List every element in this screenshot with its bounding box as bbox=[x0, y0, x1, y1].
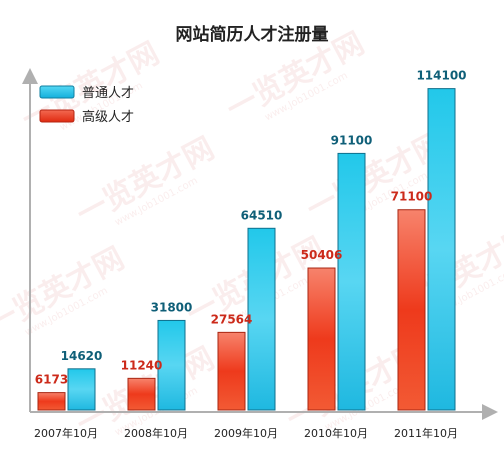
legend-swatch bbox=[39, 85, 75, 99]
bar bbox=[337, 152, 366, 411]
x-tick-label: 2010年10月 bbox=[304, 426, 368, 440]
x-tick-labels: 2007年10月 2008年10月 2009年10月 2010年10月 2011年10月 bbox=[34, 426, 458, 440]
legend-label: 普通人才 bbox=[82, 86, 134, 101]
data-label: 31800 bbox=[151, 300, 193, 314]
bar bbox=[127, 377, 156, 411]
value-labels: 6173 14620 11240 31800 27564 64510 50406 91100 7… bbox=[35, 69, 467, 387]
x-tick-label: 2008年10月 bbox=[124, 426, 188, 440]
data-label: 64510 bbox=[241, 208, 283, 222]
data-label: 50406 bbox=[301, 248, 343, 262]
chart-title: 网站简历人才注册量 bbox=[176, 24, 329, 45]
bar bbox=[397, 209, 426, 411]
data-label: 14620 bbox=[61, 349, 103, 363]
bar bbox=[247, 227, 276, 411]
legend-label: 高级人才 bbox=[82, 109, 134, 125]
x-tick-label: 2011年10月 bbox=[394, 426, 458, 440]
x-tick-label: 2009年10月 bbox=[214, 426, 278, 440]
data-label: 114100 bbox=[416, 69, 466, 83]
bars-group bbox=[37, 88, 456, 411]
data-label: 6173 bbox=[35, 373, 68, 387]
watermark-text: 一览英才网 bbox=[0, 241, 130, 342]
data-label: 27564 bbox=[211, 312, 253, 326]
bar bbox=[37, 392, 66, 411]
bar bbox=[217, 331, 246, 411]
data-label: 91100 bbox=[331, 133, 373, 147]
legend-swatch bbox=[39, 109, 75, 123]
bar bbox=[427, 88, 456, 411]
data-label: 11240 bbox=[121, 358, 163, 372]
data-label: 71100 bbox=[391, 190, 433, 204]
bar bbox=[307, 267, 336, 411]
bar bbox=[67, 368, 96, 411]
x-tick-label: 2007年10月 bbox=[34, 426, 98, 440]
bar bbox=[157, 319, 186, 411]
